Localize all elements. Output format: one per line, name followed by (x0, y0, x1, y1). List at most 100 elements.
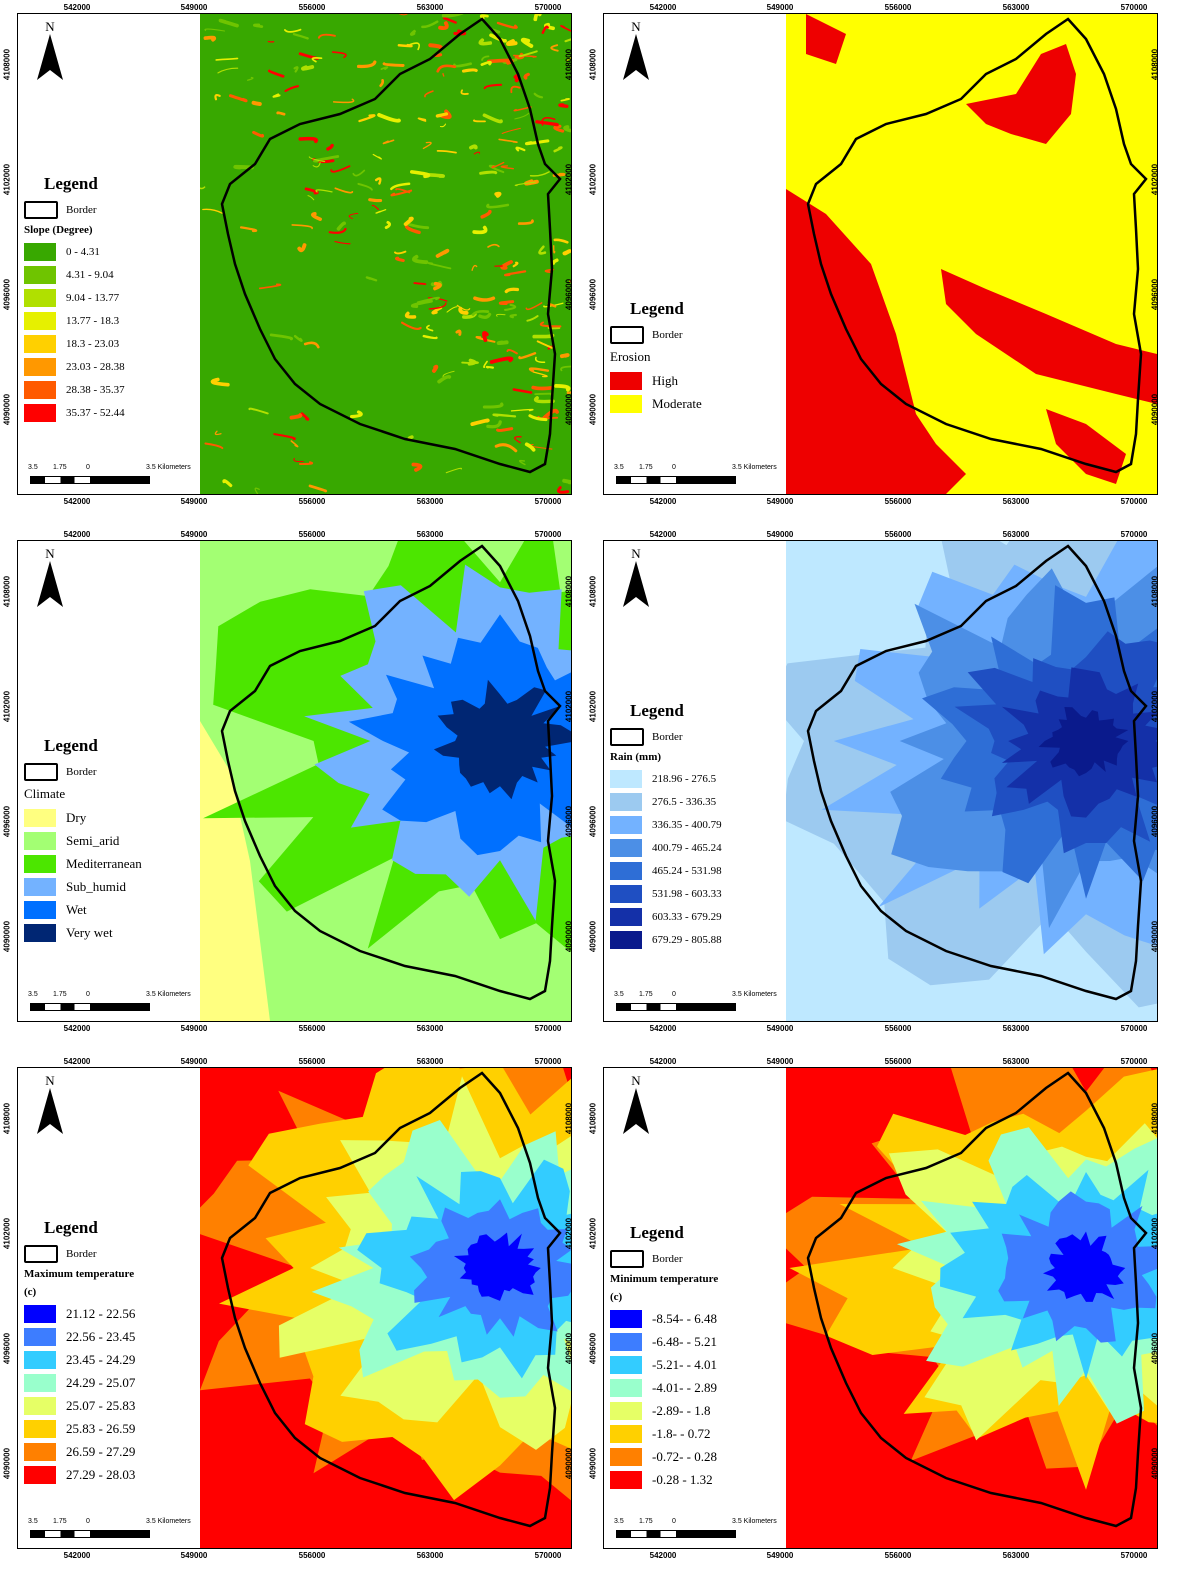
border-label: Border (652, 1253, 683, 1265)
scale-bar: 3.5 1.75 0 3.5 Kilometers (614, 991, 784, 1015)
y-coordinate-label: 4108000 (564, 48, 574, 81)
legend-swatch (610, 395, 642, 413)
legend-item-label: 21.12 - 22.56 (66, 1306, 136, 1321)
scale-label: 1.75 (639, 464, 653, 471)
scale-label: 0 (672, 991, 676, 998)
watershed-border (220, 17, 562, 474)
scale-bar: 3.5 1.75 0 3.5 Kilometers (28, 464, 198, 488)
border-label: Border (66, 1248, 97, 1260)
x-coordinate-label: 542000 (649, 1057, 677, 1066)
legend-swatch (610, 885, 642, 903)
x-coordinate-label: 542000 (649, 1551, 677, 1560)
legend-border-row: Border (610, 1249, 718, 1269)
legend-swatch (610, 372, 642, 390)
legend-border-row: Border (24, 1244, 135, 1264)
legend-item-label: High (652, 373, 678, 388)
legend-swatch (24, 1305, 56, 1323)
border-swatch (610, 728, 644, 746)
legend-item-label: 24.29 - 25.07 (66, 1375, 136, 1390)
legend-item-label: 0 - 4.31 (66, 246, 100, 258)
x-coordinate-label: 542000 (649, 530, 677, 539)
legend-item: 24.29 - 25.07 (24, 1373, 135, 1393)
legend-swatch (610, 1448, 642, 1466)
border-label: Border (652, 329, 683, 341)
watershed-border (806, 1071, 1148, 1528)
legend-swatch (24, 1374, 56, 1392)
x-coordinate-label: 549000 (180, 530, 208, 539)
legend-swatch (24, 266, 56, 284)
legend-item-label: Semi_arid (66, 833, 120, 848)
map-raster (786, 14, 1157, 494)
x-coordinate-label: 556000 (884, 1551, 912, 1560)
legend-item: Semi_arid (24, 831, 142, 851)
map-legend: Legend Border Climate Dry Semi_arid Mediterra… (24, 736, 142, 946)
y-coordinate-label: 4102000 (2, 690, 12, 723)
map-frame: N Legend Border Rain (mm) 218.96 - 276.5 276.… (603, 540, 1158, 1022)
y-coordinate-label: 4102000 (588, 690, 598, 723)
north-label: N (45, 1073, 55, 1088)
x-coordinate-label: 549000 (180, 1057, 208, 1066)
legend-swatch (610, 1471, 642, 1489)
scale-label: 3.5 (28, 1518, 38, 1525)
legend-item: Mediterranean (24, 854, 142, 874)
y-coordinate-label: 4090000 (1150, 1447, 1160, 1480)
x-coordinate-label: 563000 (416, 1551, 444, 1560)
legend-swatch (24, 1420, 56, 1438)
legend-item: 18.3 - 23.03 (24, 334, 125, 354)
north-label: N (45, 546, 55, 561)
scale-label: 1.75 (53, 991, 67, 998)
x-coordinate-label: 542000 (649, 1024, 677, 1033)
legend-item: 21.12 - 22.56 (24, 1304, 135, 1324)
x-coordinate-label: 542000 (63, 1057, 91, 1066)
map-legend: Legend Border Minimum temperature (c) -8.54-… (610, 1223, 718, 1493)
x-coordinate-label: 542000 (63, 3, 91, 12)
legend-item: 22.56 - 23.45 (24, 1327, 135, 1347)
legend-border-row: Border (24, 200, 125, 220)
map-legend: Legend Border Rain (mm) 218.96 - 276.5 276.5… (610, 701, 722, 953)
legend-item: Sub_humid (24, 877, 142, 897)
x-coordinate-label: 542000 (649, 497, 677, 506)
y-coordinate-label: 4090000 (1150, 393, 1160, 426)
scale-label: 0 (86, 991, 90, 998)
legend-item-label: -0.28 - 1.32 (652, 1472, 713, 1487)
legend-item-label: -6.48- - 5.21 (652, 1334, 717, 1349)
y-coordinate-label: 4102000 (2, 1217, 12, 1250)
y-coordinate-label: 4102000 (588, 1217, 598, 1250)
legend-item: 23.45 - 24.29 (24, 1350, 135, 1370)
x-coordinate-label: 549000 (766, 3, 794, 12)
legend-title: Legend (630, 1223, 684, 1242)
watershed-border (220, 1071, 562, 1528)
legend-swatch (610, 793, 642, 811)
north-arrow-icon: N (35, 20, 65, 85)
scale-label: 3.5 Kilometers (146, 1518, 191, 1525)
legend-swatch (610, 1425, 642, 1443)
legend-swatch (610, 839, 642, 857)
min-temperature-map-panel: N Legend Border Minimum temperature (c) -8.54… (588, 1054, 1160, 1584)
y-coordinate-label: 4096000 (2, 805, 12, 838)
legend-item: 25.07 - 25.83 (24, 1396, 135, 1416)
legend-item-label: 28.38 - 35.37 (66, 384, 125, 396)
x-coordinate-label: 549000 (766, 530, 794, 539)
x-coordinate-label: 542000 (63, 530, 91, 539)
legend-item-label: -0.72- - 0.28 (652, 1449, 717, 1464)
legend-item-label: -8.54- - 6.48 (652, 1311, 717, 1326)
y-coordinate-label: 4096000 (564, 278, 574, 311)
legend-swatch (610, 1310, 642, 1328)
legend-item: High (610, 371, 702, 391)
scale-bar-graphic (616, 476, 736, 484)
legend-item-label: 22.56 - 23.45 (66, 1329, 136, 1344)
legend-border-row: Border (24, 762, 142, 782)
x-coordinate-label: 556000 (884, 530, 912, 539)
legend-item: Very wet (24, 923, 142, 943)
y-coordinate-label: 4096000 (1150, 278, 1160, 311)
y-coordinate-label: 4090000 (2, 920, 12, 953)
north-label: N (631, 19, 641, 34)
legend-swatch (24, 312, 56, 330)
legend-item-label: 26.59 - 27.29 (66, 1444, 136, 1459)
north-label: N (45, 19, 55, 34)
y-coordinate-label: 4108000 (564, 575, 574, 608)
x-coordinate-label: 570000 (534, 1057, 562, 1066)
slope-map-panel: N Legend Border Slope (Degree) 0 - 4.31 4.31 … (2, 0, 574, 530)
y-coordinate-label: 4090000 (564, 1447, 574, 1480)
legend-item-label: Mediterranean (66, 856, 142, 871)
